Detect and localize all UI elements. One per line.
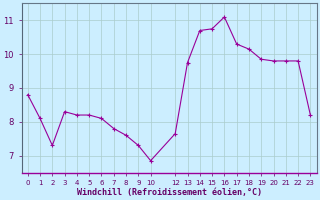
X-axis label: Windchill (Refroidissement éolien,°C): Windchill (Refroidissement éolien,°C)	[76, 188, 261, 197]
